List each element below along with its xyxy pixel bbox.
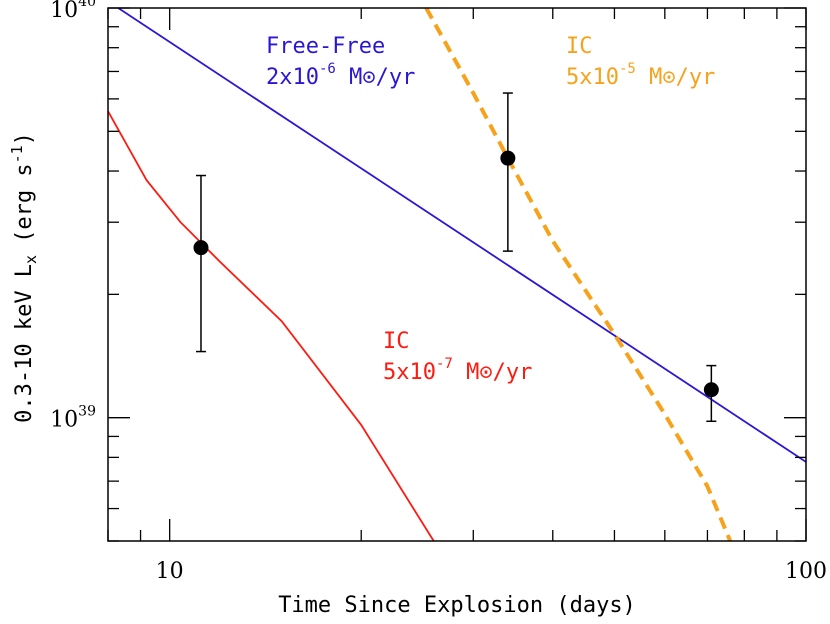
y-tick-label: 1039 [50, 404, 96, 433]
point-marker [193, 240, 209, 256]
y-axis-label: 0.3-10 keV Lx(erg s-1) [8, 132, 40, 423]
axis-ticks [107, 7, 807, 542]
annotation-1: Free-Free 2x10-6 M⊙/yr [266, 34, 415, 90]
data-point-3 [703, 364, 719, 423]
series-line-2 [108, 110, 435, 541]
data-point-2 [500, 92, 516, 252]
series-line-1 [117, 8, 806, 463]
tick-labels: 10 100 1039 1040 [50, 0, 827, 584]
series-line-3 [424, 8, 733, 541]
x-tick-label: 100 [785, 559, 827, 584]
annotation-3: IC 5x10-7 M⊙/yr [383, 329, 532, 385]
annotations: Free-Free 2x10-6 M⊙/yr IC 5x10-5 M⊙/yr IC 5x1… [266, 34, 715, 385]
point-marker [703, 382, 719, 398]
x-axis-label: Time Since Explosion (days) [278, 593, 636, 618]
x-tick-label: 10 [156, 559, 184, 584]
plot-frame [107, 7, 807, 542]
annotation-2: IC 5x10-5 M⊙/yr [566, 34, 715, 90]
plot-content [108, 8, 806, 541]
data-point-1 [193, 174, 209, 353]
y-tick-label: 1040 [50, 0, 96, 23]
point-marker [500, 150, 516, 166]
